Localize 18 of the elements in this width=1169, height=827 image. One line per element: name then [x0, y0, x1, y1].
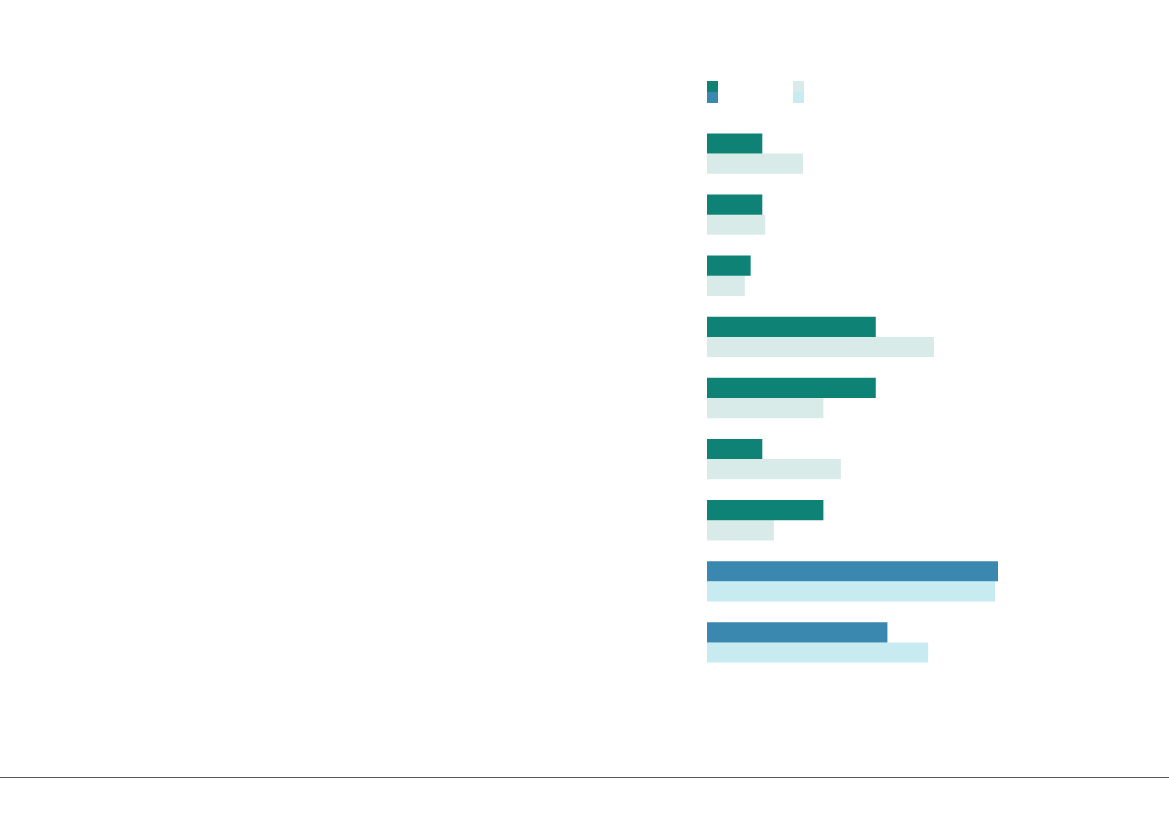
bar	[707, 255, 751, 276]
bar	[707, 520, 774, 541]
bar	[707, 642, 929, 663]
bar	[707, 153, 804, 174]
bar	[707, 316, 876, 337]
bar	[707, 622, 888, 643]
bar	[707, 194, 763, 215]
bar	[707, 398, 824, 419]
bar	[707, 377, 876, 398]
bar	[707, 459, 841, 480]
bar	[707, 133, 763, 154]
bar	[707, 581, 996, 602]
bar	[707, 438, 763, 460]
bar	[707, 214, 766, 235]
bar	[707, 500, 824, 521]
bar	[707, 561, 998, 582]
bar	[707, 275, 745, 296]
bar	[707, 336, 934, 358]
